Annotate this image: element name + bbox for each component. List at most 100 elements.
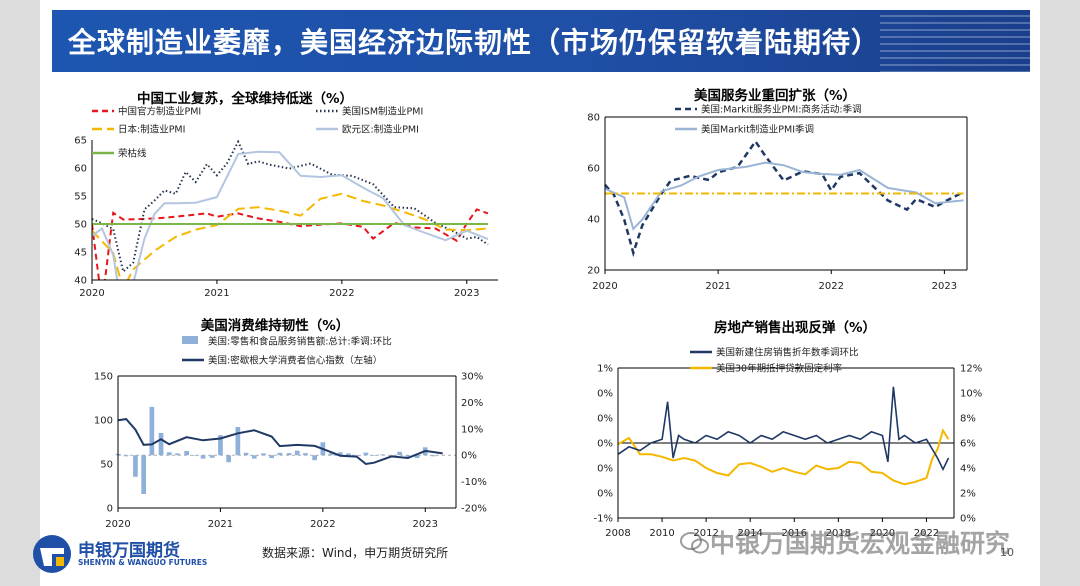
- retail-bar: [200, 455, 206, 459]
- pmi-series-line: [92, 140, 489, 274]
- pmi-legend-2-label: 日本:制造业PMI: [118, 124, 185, 136]
- retail-y-tick-right: 10%: [461, 424, 483, 435]
- retail-bar: [346, 453, 351, 456]
- pmi-x-tick: 2023: [454, 288, 479, 299]
- us-pmi-x-tick: 2020: [592, 281, 617, 292]
- retail-bar: [184, 451, 189, 456]
- us-pmi-x-tick: 2023: [932, 281, 957, 292]
- housing-x-tick: 2014: [737, 528, 762, 538]
- housing-y-tick-right: 12%: [960, 364, 982, 375]
- retail-y-tick-left: 0: [107, 504, 113, 515]
- retail-bar: [414, 455, 420, 459]
- slide-background: [40, 0, 1040, 586]
- housing-y-tick-left: 0%: [597, 464, 613, 475]
- company-logo: 申银万国期货 SHENYIN & WANGUO FUTURES: [30, 532, 230, 576]
- retail-bar: [337, 452, 343, 456]
- pmi-legend-1-label: 美国ISM制造业PMI: [342, 106, 423, 118]
- watermark: 中银万国期货宏观金融研究: [680, 524, 1010, 560]
- pmi-legend-3-label: 欧元区:制造业PMI: [342, 124, 419, 136]
- wechat-icon: [680, 532, 709, 554]
- title-banner: 全球制造业萎靡，美国经济边际韧性（市场仍保留软着陆期待）: [52, 10, 1030, 72]
- retail-bar: [133, 455, 138, 477]
- retail-sentiment-line: [117, 418, 443, 466]
- us-pmi-x-tick: 2021: [705, 281, 730, 292]
- us-pmi-chart: 20 40 60 80 2020 2021 2022 2023 美国:Markit服务业PMI:…: [587, 104, 968, 292]
- retail-y-tick-left: 100: [94, 416, 113, 427]
- logo-mark-icon: [33, 535, 71, 573]
- us-retail-chart: 0 50 100 150 30% 20% 10% 0% -10% -20% 2020 2021 2022…: [94, 336, 487, 531]
- retail-bar: [303, 453, 308, 456]
- retail-x-tick: 2020: [105, 519, 130, 530]
- retail-bar: [123, 455, 129, 457]
- retail-bar: [354, 455, 359, 456]
- us-pmi-y-tick: 40: [587, 215, 600, 226]
- pmi-legend-4-label: 荣枯线: [118, 148, 147, 160]
- retail-y-tick-left: 150: [94, 372, 113, 383]
- housing-x-tick: 2016: [782, 528, 807, 538]
- housing-y-tick-left: 1%: [597, 364, 613, 375]
- housing-y-tick-left: 0%: [597, 439, 613, 450]
- housing-y-tick-right: 2%: [960, 489, 976, 500]
- retail-bar: [371, 455, 377, 456]
- retail-bar: [251, 455, 257, 459]
- us-pmi-series-line: [604, 161, 964, 231]
- pmi-x-tick: 2022: [329, 288, 354, 299]
- retail-bar: [149, 406, 155, 456]
- retail-bar: [294, 450, 300, 456]
- pmi-y-tick: 50: [74, 220, 87, 231]
- housing-y-tick-right: 8%: [960, 414, 976, 425]
- retail-bar: [397, 451, 402, 456]
- housing-sales-line: [617, 386, 950, 472]
- housing-x-tick: 2020: [870, 528, 895, 538]
- housing-y-tick-left: -1%: [594, 514, 613, 525]
- retail-bar: [379, 454, 385, 456]
- retail-bar: [269, 455, 274, 459]
- retail-bar: [235, 427, 241, 456]
- housing-y-tick-left: 0%: [597, 489, 613, 500]
- us-pmi-y-tick: 20: [587, 266, 600, 277]
- pmi-legend-0-label: 中国官方制造业PMI: [118, 106, 201, 118]
- retail-bar: [226, 455, 231, 463]
- retail-bar: [261, 453, 266, 456]
- housing-y-tick-left: 0%: [597, 414, 613, 425]
- us-pmi-series-line: [604, 139, 965, 258]
- retail-bar: [431, 455, 436, 457]
- housing-y-tick-right: 0%: [960, 514, 976, 525]
- pmi-series-line: [92, 192, 489, 280]
- housing-y-tick-right: 6%: [960, 439, 976, 450]
- us-pmi-x-tick: 2022: [819, 281, 844, 292]
- pmi-y-tick: 55: [74, 192, 87, 203]
- retail-x-tick: 2021: [208, 519, 233, 530]
- us-pmi-legend-0-label: 美国:Markit服务业PMI:商务活动:季调: [701, 104, 862, 116]
- pmi-plot-area: [92, 140, 489, 280]
- page-number: 10: [1000, 546, 1014, 559]
- housing-mortgage-line: [617, 428, 950, 486]
- pmi-y-tick: 60: [74, 164, 87, 175]
- us-housing-chart: 1% 0% 0% 0% 0% 0% -1% 12% 10% 8% 6% 4% 2% 0% 2008 2010 2…: [594, 347, 983, 539]
- retail-legend-0-label: 美国:零售和食品服务销售额:总计:季调:环比: [208, 336, 392, 348]
- retail-bar: [141, 455, 146, 494]
- pmi-y-tick: 40: [74, 276, 87, 287]
- retail-legend-1-label: 美国:密歇根大学消费者信心指数（左轴）: [208, 355, 382, 367]
- us-housing-chart-title: 房地产销售出现反弹（%）: [713, 320, 877, 336]
- retail-bar: [166, 452, 172, 456]
- housing-x-tick: 2018: [826, 528, 851, 538]
- pmi-chart-title: 中国工业复苏，全球维持低迷（%）: [136, 91, 354, 107]
- us-pmi-y-tick: 60: [587, 164, 600, 175]
- retail-bar: [218, 435, 223, 456]
- housing-legend-0-label: 美国新建住房销售折年数季调环比: [716, 347, 859, 359]
- pmi-series-line: [92, 150, 489, 280]
- pmi-x-tick: 2021: [204, 288, 229, 299]
- retail-y-tick-right: 30%: [461, 372, 483, 383]
- retail-bar: [209, 455, 215, 458]
- us-pmi-y-tick: 80: [587, 113, 600, 124]
- housing-x-tick: 2022: [914, 528, 939, 538]
- retail-legend-0-swatch: [182, 336, 198, 344]
- watermark-text: 中银万国期货宏观金融研究: [710, 529, 1011, 558]
- retail-bar: [192, 455, 198, 456]
- us-pmi-legend-1-label: 美国Markit制造业PMI季调: [701, 124, 814, 136]
- retail-bar: [312, 455, 317, 461]
- retail-y-tick-right: 20%: [461, 398, 483, 409]
- retail-bar: [286, 453, 292, 456]
- pmi-y-tick: 65: [74, 136, 87, 147]
